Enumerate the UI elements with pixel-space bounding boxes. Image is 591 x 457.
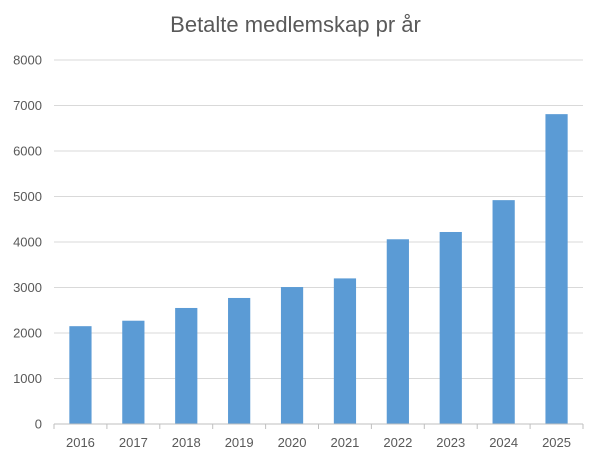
bar [386,239,409,424]
x-tick-label: 2022 [383,435,412,450]
bar [175,307,198,424]
bars [69,114,568,425]
y-tick-label: 4000 [13,235,42,250]
x-tick-label: 2017 [119,435,148,450]
y-tick-label: 8000 [13,53,42,68]
bar [122,320,145,424]
y-tick-label: 1000 [13,371,42,386]
x-tick-label: 2021 [330,435,359,450]
chart-title: Betalte medlemskap pr år [170,12,421,37]
x-tick-label: 2025 [542,435,571,450]
bar [333,278,357,424]
x-tick-label: 2018 [172,435,201,450]
x-tick-label: 2019 [225,435,254,450]
x-tick-label: 2023 [436,435,465,450]
bar [69,326,92,424]
bar [228,297,251,424]
x-tick-label: 2024 [489,435,518,450]
y-tick-label: 6000 [13,144,42,159]
y-tick-label: 3000 [13,280,42,295]
y-tick-label: 5000 [13,189,42,204]
bar [280,287,304,424]
bar [492,200,515,424]
x-tick-label: 2016 [66,435,95,450]
bar [439,231,462,424]
y-tick-label: 0 [35,417,42,432]
bar [545,114,568,425]
axes [53,423,584,429]
y-tick-label: 2000 [13,326,42,341]
y-tick-label: 7000 [13,98,42,113]
x-tick-label: 2020 [278,435,307,450]
tick-labels: 0 1000 2000 3000 4000 5000 6000 7000 8000 2016 201… [13,53,571,451]
